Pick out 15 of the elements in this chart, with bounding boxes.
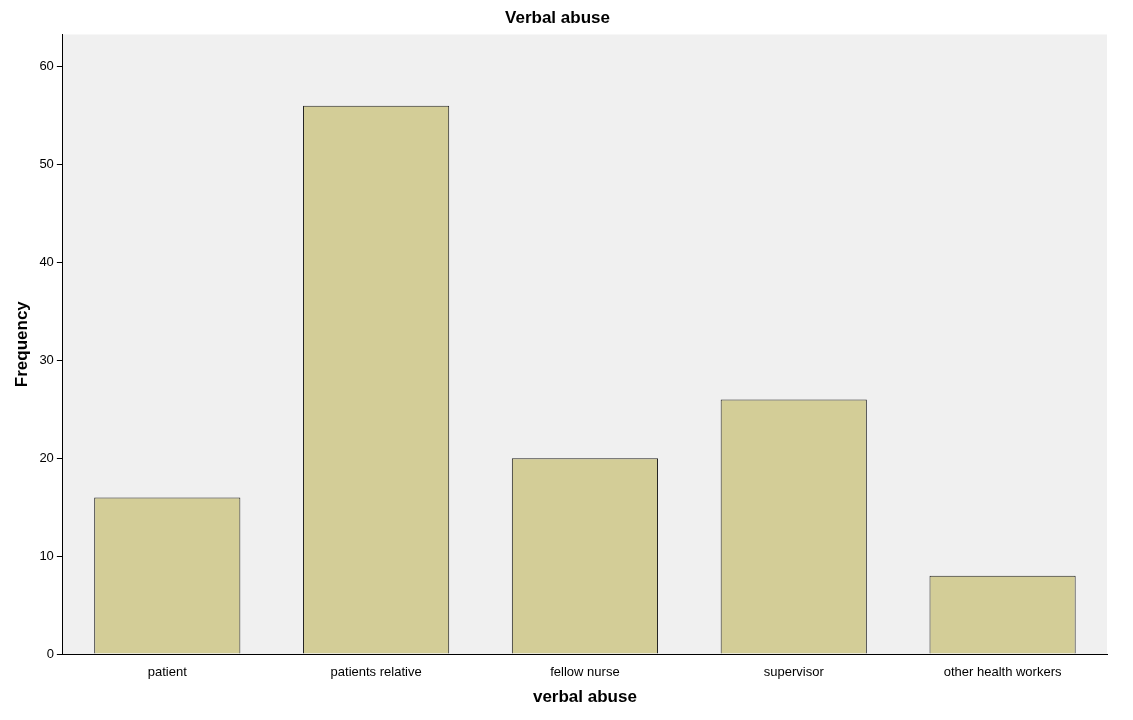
y-tick-label: 30 (39, 351, 54, 367)
y-tick-label: 0 (46, 645, 54, 661)
y-tick-label: 50 (39, 156, 54, 172)
x-tick-label: patient (147, 664, 188, 680)
x-axis-title: verbal abuse (532, 687, 637, 707)
x-tick-label: supervisor (763, 664, 825, 680)
x-tick-label: fellow nurse (550, 664, 620, 680)
y-tick-label: 60 (39, 58, 54, 74)
y-tick-label: 20 (39, 449, 54, 465)
x-tick-label: patients relative (330, 664, 422, 680)
y-tick-label: 10 (39, 547, 54, 563)
x-tick-label: other health workers (943, 664, 1062, 680)
y-tick-label: 40 (39, 254, 54, 270)
chart-title: Verbal abuse (505, 7, 610, 27)
y-axis-title: Frequency (11, 300, 31, 388)
